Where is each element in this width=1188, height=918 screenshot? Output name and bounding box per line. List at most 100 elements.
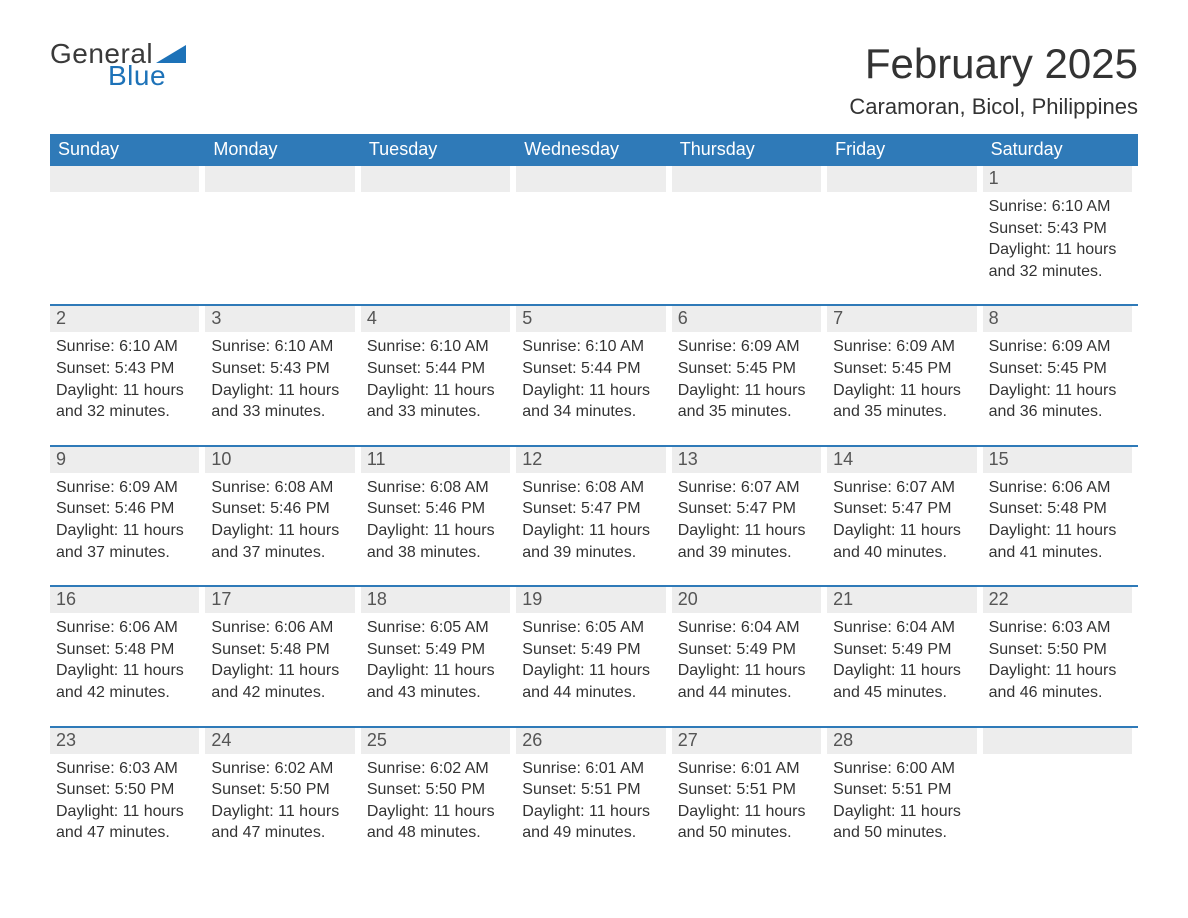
sunrise-text: Sunrise: 6:01 AM	[522, 758, 665, 780]
daylight-text: Daylight: 11 hours and 44 minutes.	[678, 660, 821, 703]
sunrise-text: Sunrise: 6:10 AM	[211, 336, 354, 358]
day-number: 25	[361, 728, 510, 754]
daylight-text: Daylight: 11 hours and 35 minutes.	[678, 380, 821, 423]
day-number	[672, 166, 821, 192]
day-cell: 2 Sunrise: 6:10 AMSunset: 5:43 PMDaylight…	[50, 306, 205, 422]
day-number: 16	[50, 587, 199, 613]
day-number: 1	[983, 166, 1132, 192]
daylight-text: Daylight: 11 hours and 32 minutes.	[989, 239, 1132, 282]
day-details: Sunrise: 6:00 AMSunset: 5:51 PMDaylight:…	[827, 754, 976, 844]
day-details: Sunrise: 6:10 AMSunset: 5:43 PMDaylight:…	[205, 332, 354, 422]
day-details: Sunrise: 6:09 AMSunset: 5:45 PMDaylight:…	[672, 332, 821, 422]
day-number: 4	[361, 306, 510, 332]
day-details: Sunrise: 6:08 AMSunset: 5:46 PMDaylight:…	[205, 473, 354, 563]
sunset-text: Sunset: 5:50 PM	[211, 779, 354, 801]
day-cell: 21Sunrise: 6:04 AMSunset: 5:49 PMDayligh…	[827, 587, 982, 703]
day-details: Sunrise: 6:05 AMSunset: 5:49 PMDaylight:…	[361, 613, 510, 703]
day-number: 12	[516, 447, 665, 473]
weekday-header: Thursday	[672, 134, 827, 166]
daylight-text: Daylight: 11 hours and 32 minutes.	[56, 380, 199, 423]
daylight-text: Daylight: 11 hours and 50 minutes.	[833, 801, 976, 844]
sunset-text: Sunset: 5:50 PM	[989, 639, 1132, 661]
daylight-text: Daylight: 11 hours and 37 minutes.	[56, 520, 199, 563]
day-cell: 20Sunrise: 6:04 AMSunset: 5:49 PMDayligh…	[672, 587, 827, 703]
day-number	[516, 166, 665, 192]
sunset-text: Sunset: 5:49 PM	[522, 639, 665, 661]
week-row: 16Sunrise: 6:06 AMSunset: 5:48 PMDayligh…	[50, 585, 1138, 703]
day-details: Sunrise: 6:10 AMSunset: 5:44 PMDaylight:…	[361, 332, 510, 422]
day-number: 6	[672, 306, 821, 332]
day-details: Sunrise: 6:01 AMSunset: 5:51 PMDaylight:…	[516, 754, 665, 844]
day-number: 19	[516, 587, 665, 613]
daylight-text: Daylight: 11 hours and 39 minutes.	[678, 520, 821, 563]
calendar-page: General Blue February 2025 Caramoran, Bi…	[0, 0, 1188, 918]
day-cell: 4Sunrise: 6:10 AMSunset: 5:44 PMDaylight…	[361, 306, 516, 422]
day-number: 21	[827, 587, 976, 613]
sunset-text: Sunset: 5:48 PM	[211, 639, 354, 661]
day-number: 18	[361, 587, 510, 613]
day-cell	[50, 166, 205, 282]
day-cell: 26Sunrise: 6:01 AMSunset: 5:51 PMDayligh…	[516, 728, 671, 844]
sunset-text: Sunset: 5:43 PM	[56, 358, 199, 380]
weekday-header: Saturday	[983, 134, 1138, 166]
sunrise-text: Sunrise: 6:06 AM	[211, 617, 354, 639]
day-number: 8	[983, 306, 1132, 332]
day-cell: 24 Sunrise: 6:02 AMSunset: 5:50 PMDayligh…	[205, 728, 360, 844]
sunrise-text: Sunrise: 6:02 AM	[367, 758, 510, 780]
sunset-text: Sunset: 5:51 PM	[678, 779, 821, 801]
logo: General Blue	[50, 40, 186, 90]
daylight-text: Daylight: 11 hours and 50 minutes.	[678, 801, 821, 844]
sunrise-text: Sunrise: 6:02 AM	[211, 758, 354, 780]
sunrise-text: Sunrise: 6:10 AM	[56, 336, 199, 358]
day-details: Sunrise: 6:06 AMSunset: 5:48 PMDaylight:…	[205, 613, 354, 703]
weekday-header: Sunday	[50, 134, 205, 166]
day-number: 22	[983, 587, 1132, 613]
day-number	[361, 166, 510, 192]
sunrise-text: Sunrise: 6:08 AM	[367, 477, 510, 499]
day-cell	[827, 166, 982, 282]
sunset-text: Sunset: 5:46 PM	[56, 498, 199, 520]
daylight-text: Daylight: 11 hours and 47 minutes.	[211, 801, 354, 844]
day-number: 23	[50, 728, 199, 754]
sunset-text: Sunset: 5:45 PM	[678, 358, 821, 380]
daylight-text: Daylight: 11 hours and 37 minutes.	[211, 520, 354, 563]
week-row: 2Sunrise: 6:10 AMSunset: 5:43 PMDaylight…	[50, 304, 1138, 422]
day-details: Sunrise: 6:10 AMSunset: 5:44 PMDaylight:…	[516, 332, 665, 422]
title-block: February 2025 Caramoran, Bicol, Philippi…	[849, 40, 1138, 120]
day-details: Sunrise: 6:06 AMSunset: 5:48 PMDaylight:…	[50, 613, 199, 703]
day-number: 9	[50, 447, 199, 473]
day-number: 11	[361, 447, 510, 473]
day-number: 24	[205, 728, 354, 754]
sunrise-text: Sunrise: 6:09 AM	[678, 336, 821, 358]
sunrise-text: Sunrise: 6:10 AM	[367, 336, 510, 358]
daylight-text: Daylight: 11 hours and 34 minutes.	[522, 380, 665, 423]
daylight-text: Daylight: 11 hours and 45 minutes.	[833, 660, 976, 703]
day-details: Sunrise: 6:08 AMSunset: 5:46 PMDaylight:…	[361, 473, 510, 563]
day-details: Sunrise: 6:09 AMSunset: 5:45 PMDaylight:…	[983, 332, 1132, 422]
day-cell: 14Sunrise: 6:07 AMSunset: 5:47 PMDayligh…	[827, 447, 982, 563]
sunrise-text: Sunrise: 6:10 AM	[522, 336, 665, 358]
day-number: 7	[827, 306, 976, 332]
daylight-text: Daylight: 11 hours and 48 minutes.	[367, 801, 510, 844]
sunset-text: Sunset: 5:44 PM	[522, 358, 665, 380]
day-details: Sunrise: 6:07 AMSunset: 5:47 PMDaylight:…	[672, 473, 821, 563]
daylight-text: Daylight: 11 hours and 33 minutes.	[367, 380, 510, 423]
day-details: Sunrise: 6:02 AMSunset: 5:50 PMDaylight:…	[361, 754, 510, 844]
sunrise-text: Sunrise: 6:01 AM	[678, 758, 821, 780]
sunset-text: Sunset: 5:45 PM	[989, 358, 1132, 380]
day-number: 2	[50, 306, 199, 332]
sunset-text: Sunset: 5:46 PM	[211, 498, 354, 520]
sunset-text: Sunset: 5:49 PM	[833, 639, 976, 661]
day-cell: 17Sunrise: 6:06 AMSunset: 5:48 PMDayligh…	[205, 587, 360, 703]
day-cell	[672, 166, 827, 282]
month-title: February 2025	[849, 40, 1138, 88]
daylight-text: Daylight: 11 hours and 42 minutes.	[211, 660, 354, 703]
day-number	[983, 728, 1132, 754]
sunrise-text: Sunrise: 6:05 AM	[522, 617, 665, 639]
week-row: 23Sunrise: 6:03 AMSunset: 5:50 PMDayligh…	[50, 726, 1138, 844]
day-details: Sunrise: 6:04 AMSunset: 5:49 PMDaylight:…	[672, 613, 821, 703]
day-cell: 10Sunrise: 6:08 AMSunset: 5:46 PMDayligh…	[205, 447, 360, 563]
sunset-text: Sunset: 5:49 PM	[367, 639, 510, 661]
day-cell: 19Sunrise: 6:05 AMSunset: 5:49 PMDayligh…	[516, 587, 671, 703]
day-cell: 5Sunrise: 6:10 AMSunset: 5:44 PMDaylight…	[516, 306, 671, 422]
